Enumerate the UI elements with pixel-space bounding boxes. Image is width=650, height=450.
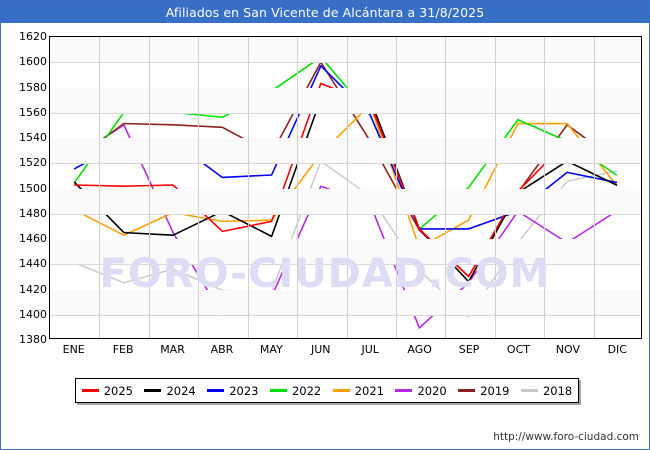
- grid-line-vertical: [445, 37, 446, 338]
- grid-line-vertical: [396, 37, 397, 338]
- grid-line-horizontal: [50, 264, 641, 266]
- grid-band: [50, 239, 641, 265]
- series-line-2021: [73, 103, 618, 249]
- x-axis-tick-label: ABR: [210, 343, 234, 356]
- legend-swatch-2024: [144, 389, 162, 392]
- legend-swatch-2023: [207, 389, 225, 392]
- x-axis-tick-label: OCT: [506, 343, 530, 356]
- legend-item-2021[interactable]: 2021: [332, 383, 385, 398]
- grid-line-horizontal: [50, 62, 641, 64]
- y-axis-tick-label: 1600: [19, 55, 47, 69]
- legend-swatch-2020: [395, 389, 413, 392]
- x-axis-tick-label: MAR: [160, 343, 185, 356]
- legend-item-2024[interactable]: 2024: [144, 383, 196, 398]
- y-axis-tick-label: 1460: [19, 232, 47, 245]
- grid-line-vertical: [297, 37, 298, 338]
- legend-swatch-2025: [81, 389, 99, 392]
- legend-item-2025[interactable]: 2025: [81, 383, 134, 398]
- x-axis-tick-label: JUN: [311, 343, 331, 356]
- grid-line-horizontal: [50, 314, 641, 316]
- grid-line-vertical: [198, 37, 199, 338]
- y-axis-tick-label: 1520: [19, 156, 47, 170]
- y-axis: 1620 1600 1580 1560 1540 1520 1500 1480 1460 1440…: [1, 31, 47, 345]
- legend-label-2019: 2019: [480, 383, 510, 398]
- legend-label-2018: 2018: [542, 383, 573, 398]
- grid-band: [50, 37, 641, 63]
- legend-label-2025: 2025: [103, 383, 134, 398]
- legend-label-2024: 2024: [166, 383, 196, 398]
- grid-band: [50, 138, 641, 164]
- grid-line-horizontal: [50, 163, 641, 165]
- legend-item-2022[interactable]: 2022: [269, 383, 322, 398]
- legend-label-2022: 2022: [291, 383, 322, 398]
- chart-area: 1620 1600 1580 1560 1540 1520 1500 1480 1460 1440…: [1, 23, 649, 363]
- grid-band: [50, 87, 641, 113]
- grid-line-horizontal: [50, 213, 641, 215]
- y-axis-tick-label: 1560: [19, 105, 47, 119]
- x-axis-tick-label: MAY: [259, 343, 283, 356]
- grid-line-horizontal: [50, 112, 641, 114]
- page-title: Afiliados en San Vicente de Alcántara a …: [165, 4, 485, 20]
- legend-swatch-2021: [332, 389, 350, 392]
- legend-item-2023[interactable]: 2023: [207, 383, 259, 398]
- window-title-bar: Afiliados en San Vicente de Alcántara a …: [1, 1, 649, 23]
- grid-band: [50, 188, 641, 214]
- grid-line-vertical: [594, 37, 595, 338]
- y-axis-tick-label: 1580: [19, 80, 47, 94]
- y-axis-tick-label: 1480: [19, 206, 47, 220]
- legend-item-2019[interactable]: 2019: [458, 383, 510, 398]
- legend-item-2020[interactable]: 2020: [395, 383, 447, 398]
- x-axis-tick-label: NOV: [555, 343, 580, 356]
- y-axis-tick-label: 1620: [19, 30, 47, 43]
- y-axis-tick-label: 1400: [19, 307, 47, 321]
- grid-line-vertical: [248, 37, 249, 338]
- grid-line-vertical: [544, 37, 545, 338]
- footer-url: http://www.foro-ciudad.com: [493, 431, 639, 443]
- legend-label-2021: 2021: [354, 383, 385, 398]
- legend-label-2023: 2023: [229, 383, 259, 398]
- x-axis-tick-label: ENE: [62, 343, 85, 356]
- plot-region: [49, 36, 642, 339]
- grid-band: [50, 289, 641, 315]
- x-axis-tick-label: FEB: [112, 343, 134, 356]
- legend-item-2018[interactable]: 2018: [520, 383, 573, 398]
- y-axis-tick-label: 1420: [19, 282, 47, 296]
- legend-label-2020: 2020: [417, 383, 447, 398]
- y-axis-tick-label: 1440: [19, 257, 47, 271]
- y-axis-tick-label: 1540: [19, 131, 47, 144]
- x-axis-tick-label: SEP: [458, 343, 480, 356]
- grid-line-vertical: [495, 37, 496, 338]
- x-axis-tick-label: AGO: [407, 343, 432, 356]
- chart-legend: 2025 2024 2023 2022 2021 2020 2019 2018: [75, 378, 579, 403]
- x-axis-tick-label: JUL: [361, 343, 379, 356]
- legend-swatch-2018: [520, 389, 538, 392]
- legend-swatch-2022: [269, 389, 287, 392]
- grid-line-vertical: [99, 37, 100, 338]
- grid-line-vertical: [347, 37, 348, 338]
- y-axis-tick-label: 1500: [19, 181, 47, 195]
- y-axis-tick-label: 1380: [19, 333, 47, 346]
- grid-line-vertical: [149, 37, 150, 338]
- legend-swatch-2019: [458, 389, 476, 392]
- series-line-2018: [73, 160, 618, 318]
- x-axis-tick-label: DIC: [607, 343, 627, 356]
- x-axis: ENE FEB MAR ABR MAY JUN JUL AGO SEP OCT NOV DIC: [49, 341, 642, 361]
